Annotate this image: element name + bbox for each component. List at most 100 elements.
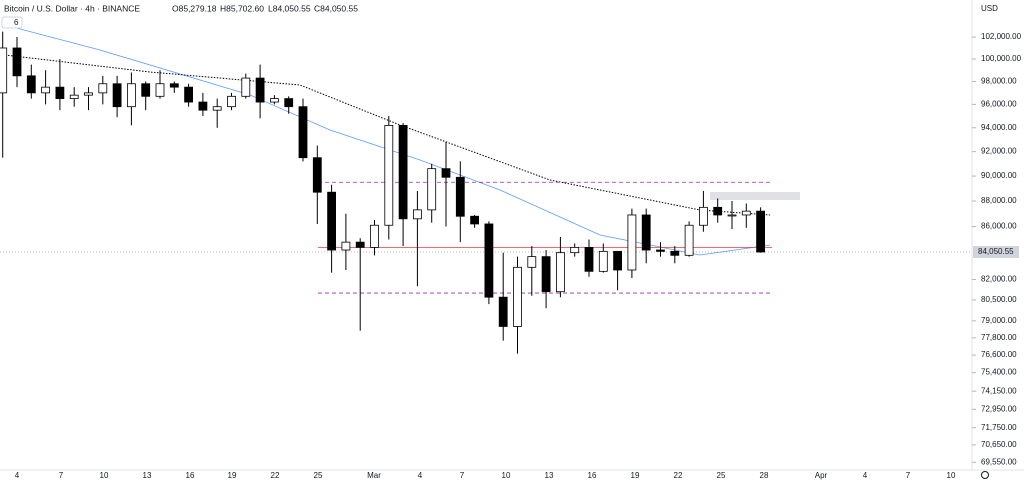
candle-body	[69, 94, 79, 100]
candle-body	[198, 101, 208, 111]
x-tick-label: 25	[314, 471, 323, 480]
candle-body	[412, 209, 422, 220]
x-tick-label: 7	[59, 471, 64, 480]
x-tick-label: 7	[906, 471, 911, 480]
candle-body	[284, 98, 294, 108]
last-price-box	[973, 246, 1019, 259]
y-tick-label: 94,000.00	[981, 123, 1017, 132]
moving-average	[4, 24, 771, 256]
candle-body	[756, 210, 765, 253]
candle-body	[84, 92, 93, 96]
ohlc-high: H85,702.60	[220, 3, 264, 13]
candle-body	[598, 250, 608, 272]
y-tick-label: 86,000.00	[981, 222, 1017, 231]
candle-body	[670, 250, 680, 256]
x-tick-label: 13	[545, 471, 554, 480]
y-tick-label: 79,000.00	[981, 316, 1017, 325]
x-tick-label: 22	[674, 471, 683, 480]
settings-icon[interactable]	[981, 471, 989, 479]
y-tick-label: 88,000.00	[981, 196, 1017, 205]
candle-body	[741, 210, 751, 216]
x-tick-label: 13	[143, 471, 152, 480]
y-tick-label: 69,550.00	[981, 457, 1017, 466]
y-tick-label: 75,400.00	[981, 368, 1017, 377]
x-tick-label: 19	[228, 471, 237, 480]
y-tick-label: 76,600.00	[981, 350, 1017, 359]
candle-body	[541, 256, 551, 293]
candle-body	[484, 223, 494, 298]
candle-body	[327, 191, 337, 251]
y-tick-label: 72,950.00	[981, 404, 1017, 413]
x-tick-label: 10	[502, 471, 511, 480]
y-tick-label: 82,000.00	[981, 275, 1017, 284]
x-tick-label: Apr	[815, 471, 828, 480]
candle-body	[241, 77, 251, 97]
candle-body	[370, 224, 379, 248]
candle-body	[398, 124, 408, 220]
candle-body	[641, 214, 651, 251]
candle-body	[341, 241, 351, 251]
y-tick-label: 102,000.00	[981, 32, 1022, 41]
candle-body	[0, 47, 8, 94]
candle-body	[613, 250, 622, 271]
x-tick-label: 7	[460, 471, 465, 480]
candle-body	[26, 75, 36, 94]
candle-body	[713, 206, 723, 216]
candle-body	[127, 83, 136, 108]
x-tick-label: 10	[100, 471, 109, 480]
ohlc-open: O85,279.18	[172, 3, 217, 13]
candle-body	[298, 106, 308, 159]
candle-body	[141, 83, 151, 97]
y-tick-label: 90,000.00	[981, 171, 1017, 180]
candle-body	[513, 266, 522, 327]
candle-body	[384, 124, 394, 226]
y-tick-label: 77,800.00	[981, 333, 1017, 342]
x-tick-label: 10	[947, 471, 956, 480]
candle-body	[684, 224, 694, 256]
x-tick-label: 16	[186, 471, 195, 480]
y-tick-label: 70,650.00	[981, 440, 1017, 449]
x-tick-label: 16	[588, 471, 597, 480]
candle-body	[12, 47, 22, 77]
x-tick-label: 28	[760, 471, 769, 480]
indicator-toggle[interactable]	[1, 16, 23, 29]
candle-body	[570, 246, 580, 254]
candle-body	[312, 157, 322, 193]
candle-body	[656, 249, 665, 252]
candle-body	[527, 256, 537, 268]
y-tick-label: 92,000.00	[981, 147, 1017, 156]
candle-body	[355, 241, 365, 248]
y-tick-label: 96,000.00	[981, 99, 1017, 108]
candle-body	[455, 176, 465, 217]
candle-body	[55, 86, 65, 100]
candle-body	[627, 214, 637, 271]
candle-body	[169, 83, 179, 88]
y-tick-label: 74,150.00	[981, 386, 1017, 395]
x-tick-label: 25	[717, 471, 726, 480]
y-tick-label: 100,000.00	[981, 54, 1022, 63]
currency[interactable]: USD	[981, 4, 998, 13]
ohlc-low: L84,050.55	[268, 3, 311, 13]
candle-body	[184, 86, 194, 103]
candle-body	[470, 215, 480, 225]
candle-body	[212, 106, 222, 111]
last-price-label: 84,050.55	[978, 247, 1014, 256]
ohlc-close: C84,050.55	[314, 3, 358, 13]
indicator-count[interactable]: 6	[14, 18, 19, 27]
candle-body	[427, 168, 437, 211]
candle-body	[155, 83, 165, 97]
candle-body	[441, 168, 451, 178]
y-tick-label: 98,000.00	[981, 77, 1017, 86]
x-tick-label: Mar	[367, 471, 381, 480]
candle-body	[112, 83, 122, 108]
candle-body	[255, 77, 265, 103]
candle-body	[98, 83, 108, 94]
y-tick-label: 80,500.00	[981, 295, 1017, 304]
candle-body	[699, 206, 708, 226]
x-tick-label: 19	[631, 471, 640, 480]
candle-body	[269, 98, 279, 103]
x-tick-label: 4	[418, 471, 423, 480]
